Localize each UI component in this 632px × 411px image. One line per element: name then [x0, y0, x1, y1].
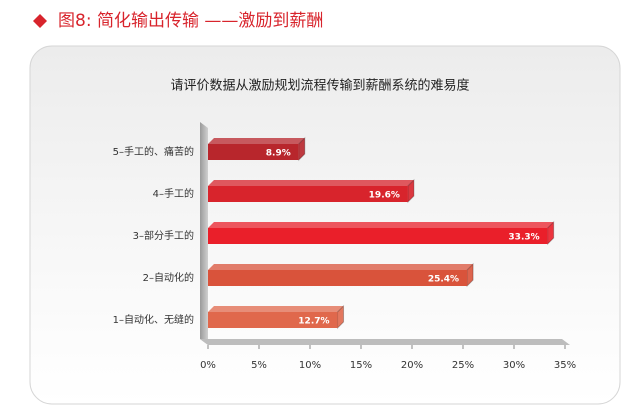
- x-tick-label: 15%: [350, 360, 372, 371]
- value-label: 25.4%: [428, 275, 459, 285]
- header-icon: [33, 14, 47, 28]
- category-label: 4–手工的: [153, 187, 194, 200]
- bar-side: [407, 178, 415, 204]
- bar: [208, 270, 468, 286]
- bar-top: [208, 264, 474, 270]
- x-tick-label: 35%: [554, 360, 576, 371]
- bar: [208, 144, 299, 160]
- category-label: 2–自动化的: [143, 271, 194, 284]
- x-tick-label: 30%: [503, 360, 525, 371]
- bar-top: [208, 180, 414, 186]
- category-label: 5–手工的、痛苦的: [113, 145, 194, 158]
- x-tick-label: 25%: [452, 360, 474, 371]
- value-label: 8.9%: [266, 149, 291, 159]
- bar: [208, 312, 338, 328]
- bar-top: [208, 306, 344, 312]
- x-tick-label: 5%: [251, 360, 267, 371]
- chart-title: 请评价数据从激励规划流程传输到薪酬系统的难易度: [170, 78, 469, 94]
- x-tick-label: 0%: [200, 360, 216, 371]
- category-label: 1–自动化、无缝的: [113, 313, 194, 326]
- axis-wall: [200, 122, 208, 345]
- bar-top: [208, 222, 554, 228]
- value-label: 19.6%: [369, 191, 400, 201]
- x-tick-label: 20%: [401, 360, 423, 371]
- header-title: 图8: 简化输出传输 ——激励到薪酬: [58, 11, 323, 31]
- axis-floor: [200, 339, 570, 345]
- bar-top: [208, 138, 305, 144]
- category-label: 3–部分手工的: [133, 229, 194, 242]
- bar: [208, 228, 548, 244]
- x-tick-label: 10%: [299, 360, 321, 371]
- bar: [208, 186, 408, 202]
- value-label: 33.3%: [508, 233, 539, 243]
- value-label: 12.7%: [298, 317, 329, 327]
- bar-side: [337, 304, 345, 330]
